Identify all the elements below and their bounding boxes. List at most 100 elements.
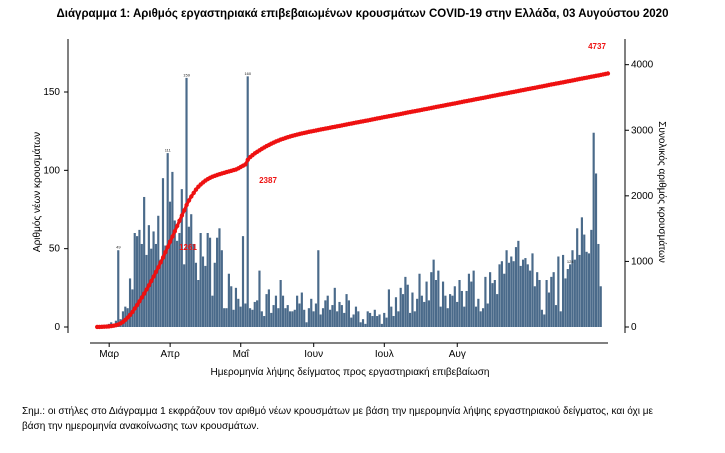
y-axis-right-label: Συνολικός αριθμός κρουσμάτων — [656, 121, 668, 263]
line-point — [153, 269, 159, 275]
y-left-tick-label: 150 — [43, 87, 60, 98]
bar — [467, 273, 471, 327]
x-tick-label: Μαρ — [99, 349, 119, 360]
bar — [357, 311, 360, 327]
bar — [540, 309, 543, 327]
bar — [460, 290, 463, 327]
y-right-tick-label: 2000 — [631, 191, 654, 202]
bar — [413, 311, 416, 327]
bar — [390, 306, 393, 327]
bar — [258, 270, 261, 327]
bar — [150, 248, 153, 327]
bar — [136, 236, 139, 327]
bar — [498, 264, 501, 327]
bar — [361, 319, 365, 327]
bar — [547, 292, 551, 327]
bar — [366, 311, 369, 327]
cumulative-data-label: 2387 — [259, 176, 277, 185]
bar — [338, 301, 341, 327]
line-point — [127, 312, 133, 318]
bar — [394, 297, 398, 327]
bar — [343, 312, 346, 327]
bar — [369, 312, 372, 327]
data-labels: 49 111 159 160 124 1261 2387 4737 — [116, 42, 606, 264]
line-point — [243, 162, 248, 167]
bar — [354, 306, 358, 327]
bar — [310, 298, 313, 327]
line-point — [160, 255, 166, 260]
bar — [253, 301, 256, 327]
y-right-tick-label: 0 — [631, 322, 637, 333]
bar — [286, 305, 289, 327]
bar — [321, 308, 325, 327]
bar — [312, 311, 315, 327]
bar — [425, 281, 428, 327]
bar — [237, 298, 240, 327]
bar — [204, 265, 207, 327]
bar — [199, 233, 202, 327]
bar — [124, 306, 127, 327]
chart-title: Διάγραμμα 1: Αριθμός εργαστηριακά επιβεβ… — [56, 8, 669, 20]
bar — [406, 284, 409, 327]
line-point — [182, 208, 187, 213]
bar — [449, 294, 452, 327]
bar — [234, 287, 238, 327]
bar — [484, 276, 487, 327]
footnote-line-2: βάση την ημερομηνία ανακοίνωσης των κρου… — [22, 421, 260, 432]
bar — [526, 264, 529, 327]
bar — [569, 264, 572, 327]
line-point — [175, 223, 180, 229]
bar — [274, 295, 278, 327]
bar — [587, 253, 591, 327]
bar — [161, 178, 165, 327]
bar — [554, 305, 558, 327]
bar — [524, 258, 527, 327]
bar — [590, 229, 593, 327]
bar — [432, 259, 435, 327]
bar — [477, 298, 480, 327]
bar — [314, 303, 318, 327]
bar — [545, 280, 548, 327]
bar — [201, 256, 205, 327]
bar — [434, 280, 438, 327]
line-point — [167, 239, 173, 244]
bar — [392, 316, 395, 327]
bar — [561, 254, 565, 327]
bar — [597, 243, 600, 327]
bar — [171, 171, 174, 327]
bar — [444, 295, 447, 327]
bar-data-label: 159 — [183, 72, 190, 77]
bar — [423, 301, 426, 327]
bar — [157, 215, 160, 327]
line-point — [151, 274, 156, 279]
bar — [441, 281, 445, 327]
bar — [187, 226, 190, 327]
x-tick-label: Αυγ — [449, 349, 466, 360]
bar — [521, 259, 525, 327]
bar — [239, 306, 242, 327]
bar — [401, 294, 405, 327]
bar — [592, 132, 595, 327]
bar — [571, 250, 574, 327]
bar — [437, 270, 440, 327]
bar — [218, 228, 221, 327]
footnote-line-1: Σημ.: οι στήλες στο Διάγραμμα 1 εκφράζου… — [22, 406, 653, 417]
y-left-tick-label: 100 — [43, 165, 60, 176]
bar — [376, 316, 379, 327]
line-point — [163, 250, 168, 255]
bar — [230, 286, 233, 327]
bar — [267, 289, 270, 327]
line-point — [130, 309, 135, 315]
bar — [507, 262, 511, 327]
bar — [138, 229, 141, 327]
bar — [263, 316, 266, 327]
bar — [211, 295, 214, 327]
bar — [380, 323, 383, 327]
bar — [140, 243, 143, 327]
bar — [307, 308, 310, 327]
bar — [564, 278, 567, 327]
bar — [241, 236, 245, 327]
line-point — [191, 190, 196, 196]
bar — [347, 300, 350, 327]
bar — [439, 306, 442, 327]
